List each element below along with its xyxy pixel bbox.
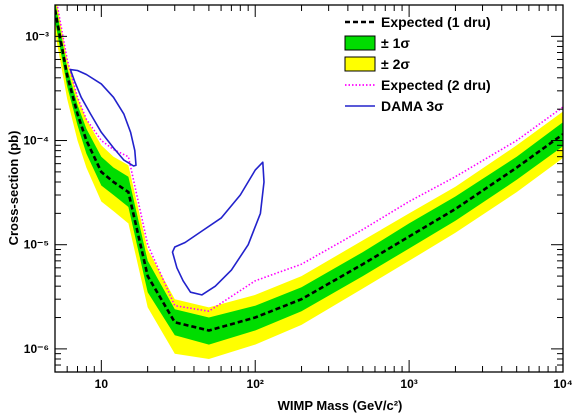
x-tick-label: 10⁴ bbox=[553, 377, 572, 391]
x-tick-label: 10² bbox=[247, 377, 264, 391]
x-axis-title: WIMP Mass (GeV/c²) bbox=[278, 398, 403, 413]
legend: Expected (1 dru) ± 1σ ± 2σ Expected (2 dru)… bbox=[344, 14, 491, 114]
legend-label-1: Expected (1 dru) bbox=[381, 14, 491, 30]
x-tick-label: 10 bbox=[95, 377, 109, 391]
y-tick-label: 10⁻⁵ bbox=[24, 238, 49, 252]
x-tick-label: 10³ bbox=[400, 377, 417, 391]
legend-swatch-3 bbox=[344, 56, 376, 72]
dama-contour-1 bbox=[69, 68, 137, 167]
y-axis-title: Cross-section (pb) bbox=[6, 131, 21, 246]
y-tick-label: 10⁻³ bbox=[25, 29, 49, 43]
dama-contour-2 bbox=[171, 161, 265, 296]
legend-label-2: ± 1σ bbox=[381, 35, 410, 51]
expected-2dru-line bbox=[56, 5, 563, 313]
y-tick-label: 10⁻⁴ bbox=[23, 134, 49, 148]
expected-1dru-line bbox=[55, 9, 563, 332]
legend-label-5: DAMA 3σ bbox=[381, 98, 444, 114]
y-tick-label: 10⁻⁶ bbox=[24, 342, 49, 356]
legend-label-4: Expected (2 dru) bbox=[381, 77, 491, 93]
legend-label-3: ± 2σ bbox=[381, 56, 410, 72]
legend-swatch-2 bbox=[344, 35, 376, 51]
plot-frame bbox=[54, 4, 564, 373]
